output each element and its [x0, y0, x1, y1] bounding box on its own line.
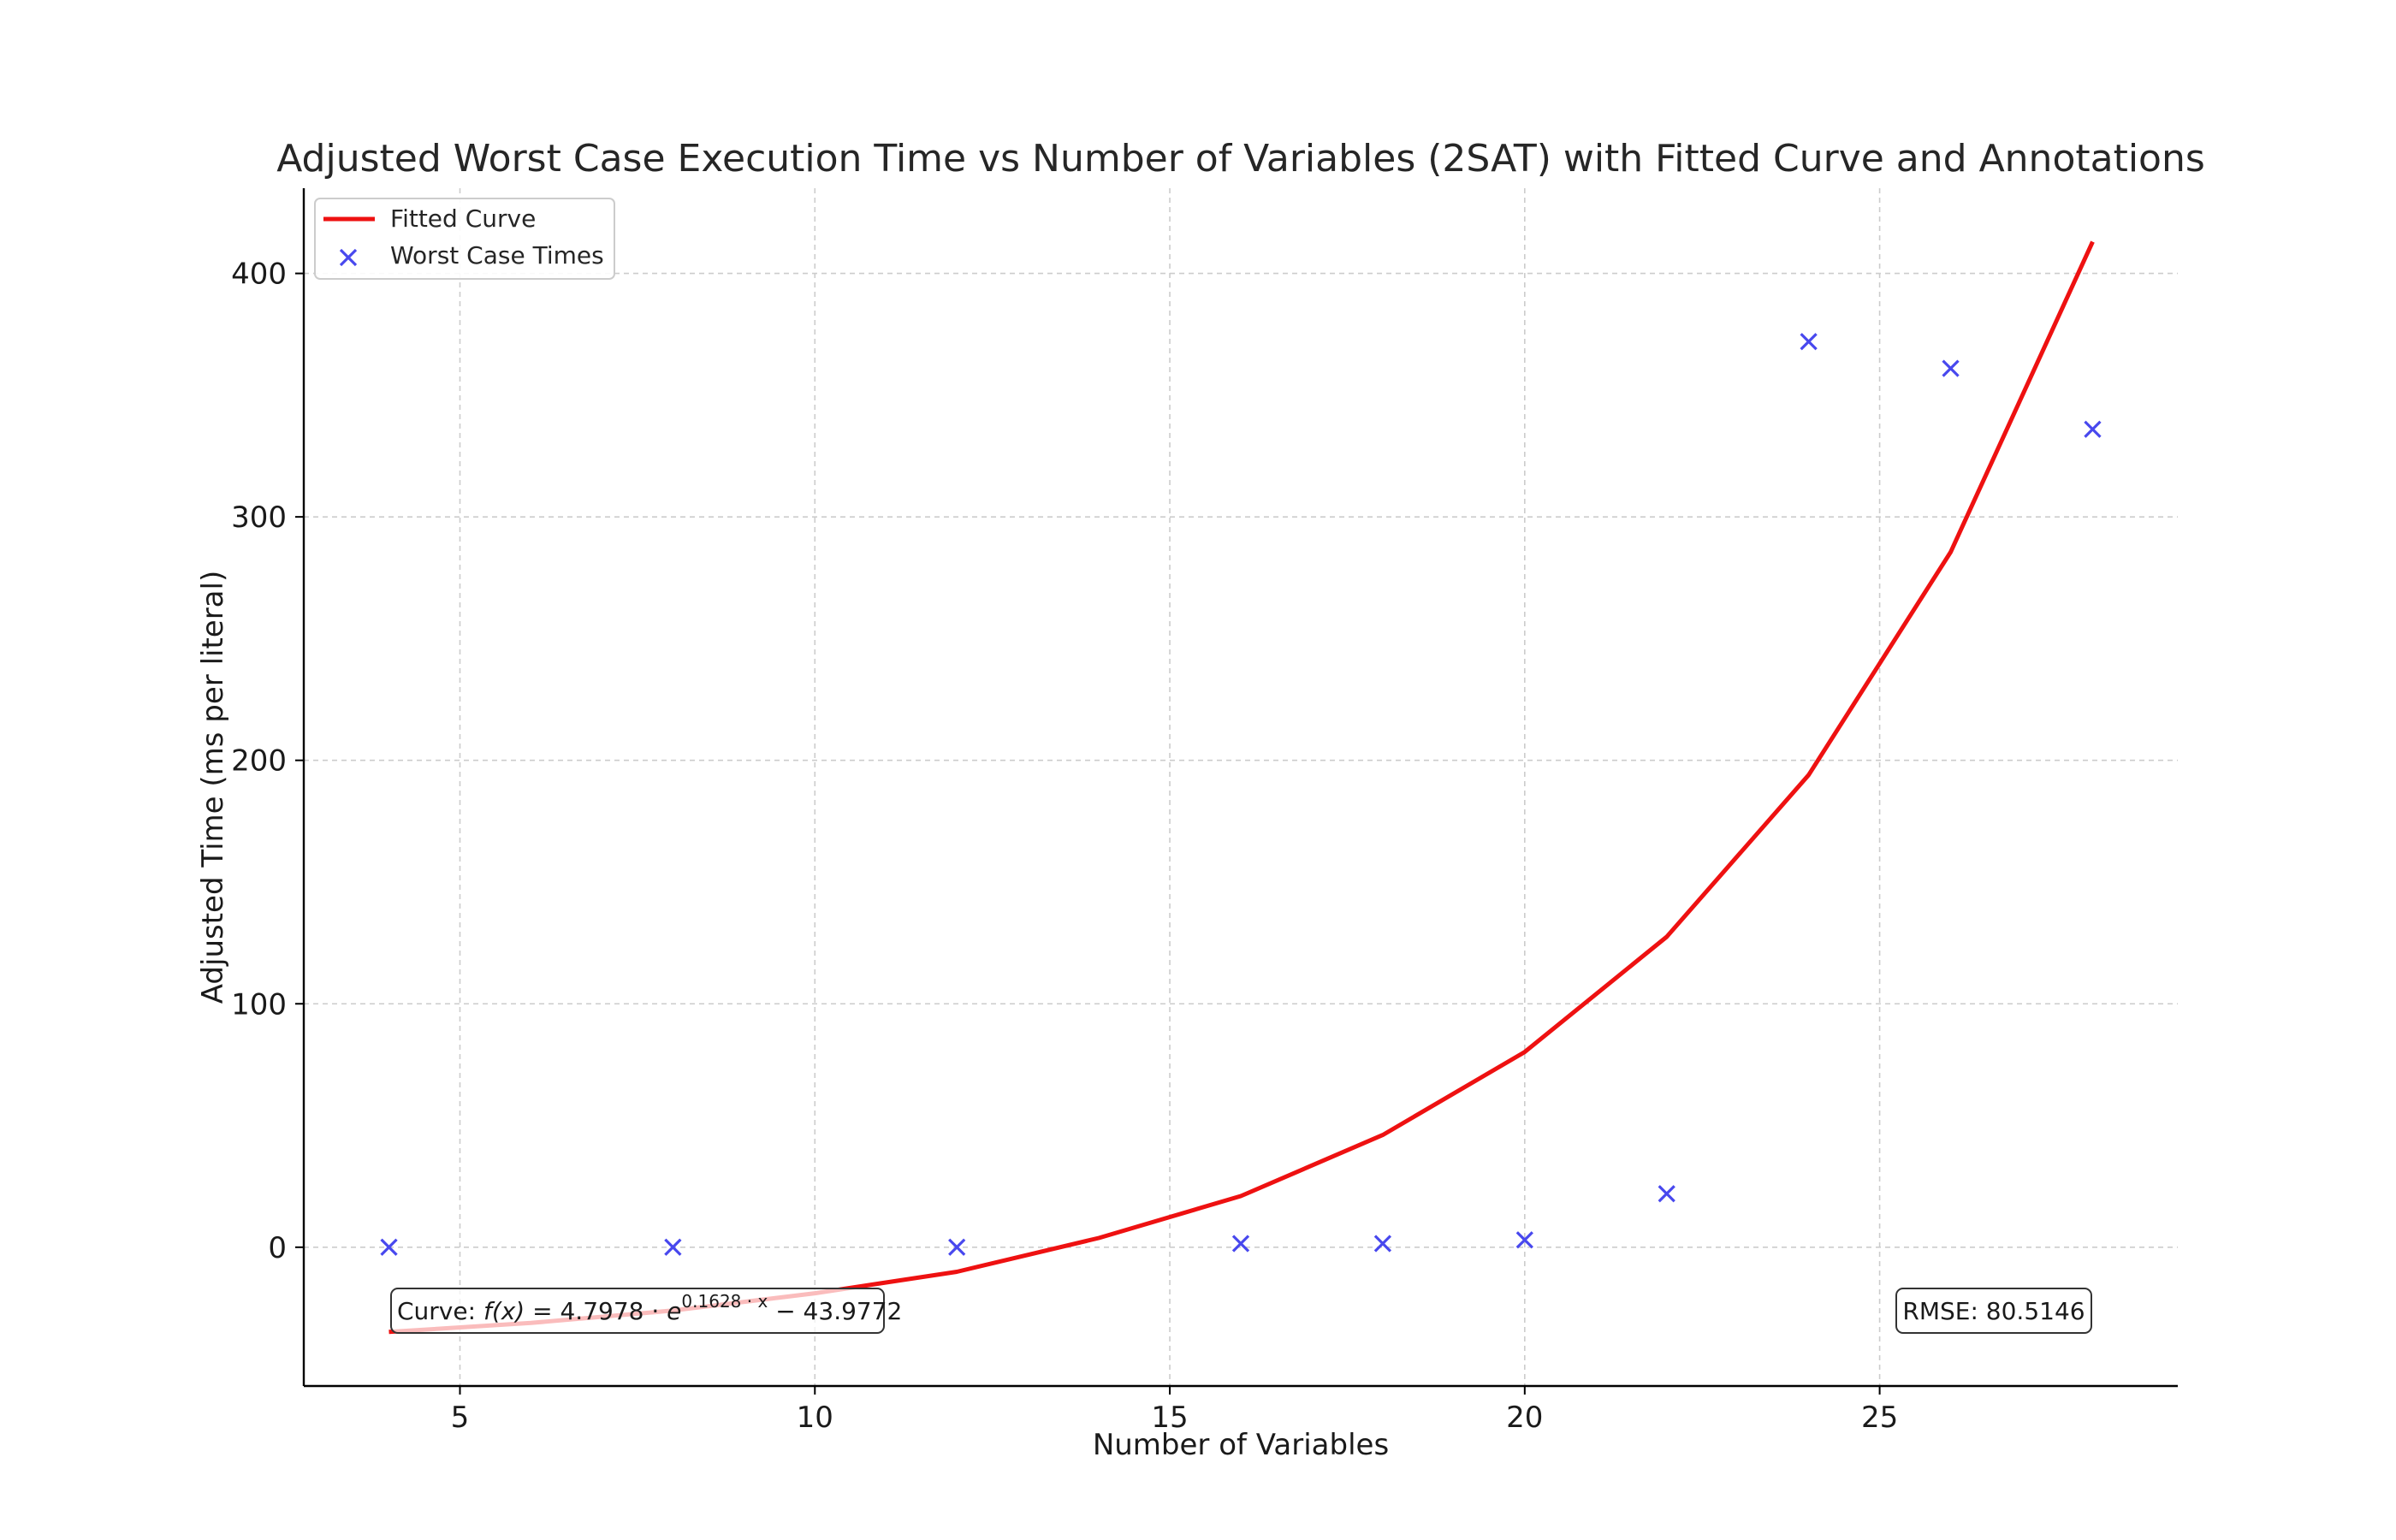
worst-case-point [664, 1238, 682, 1256]
curve-fx-arg: (x) [492, 1297, 525, 1325]
curve-equation-text: Curve: f(x) = 4.7978 · e0.1628 · x − 43.… [397, 1291, 902, 1325]
x-tick-label: 15 [1151, 1401, 1188, 1435]
curve-exponent: 0.1628 · x [681, 1291, 768, 1312]
x-tick-label: 5 [451, 1401, 470, 1435]
worst-case-point [2084, 420, 2102, 438]
worst-case-point [948, 1238, 966, 1256]
worst-case-point [1515, 1231, 1533, 1249]
curve-tail: − 43.9772 [768, 1297, 902, 1325]
curve-annotation-box [390, 1288, 885, 1334]
y-tick-label: 400 [231, 258, 287, 292]
y-tick-label: 100 [231, 987, 287, 1022]
legend-box [314, 198, 615, 280]
x-axis-label: Number of Variables [1093, 1428, 1389, 1462]
legend-label-fitted: Fitted Curve [390, 204, 536, 233]
worst-case-point [1231, 1235, 1250, 1253]
legend-x-marker [339, 248, 358, 267]
fitted-curve-line [388, 240, 2095, 1335]
series-layer [380, 240, 2102, 1335]
curve-eq: = 4.7978 · [525, 1297, 667, 1325]
legend-label-worst: Worst Case Times [390, 241, 604, 270]
rmse-text: RMSE: 80.5146 [1902, 1297, 2085, 1325]
x-tick-label: 20 [1506, 1401, 1543, 1435]
tick-layer: 5 10 15 20 25 0 100 200 300 400 [231, 258, 1898, 1435]
grid-layer [304, 188, 2178, 1386]
rmse-annotation-box [1895, 1288, 2092, 1334]
curve-equation-annotation: Curve: f(x) = 4.7978 · e0.1628 · x − 43.… [390, 1288, 902, 1334]
chart-title: Adjusted Worst Case Execution Time vs Nu… [276, 137, 2205, 181]
worst-case-point [1942, 359, 1960, 377]
y-axis-label: Adjusted Time (ms per literal) [196, 571, 230, 1004]
worst-case-point [1800, 333, 1818, 351]
legend: Fitted Curve Worst Case Times [314, 198, 615, 280]
y-tick-label: 0 [268, 1231, 287, 1265]
worst-case-point [380, 1238, 398, 1256]
rmse-annotation: RMSE: 80.5146 [1895, 1288, 2092, 1334]
curve-prefix: Curve: [397, 1297, 483, 1325]
y-tick-label: 200 [231, 744, 287, 779]
x-tick-label: 25 [1861, 1401, 1898, 1435]
curve-e: e [667, 1297, 681, 1325]
x-tick-label: 10 [797, 1401, 833, 1435]
worst-case-point [1658, 1185, 1675, 1203]
worst-case-point [1373, 1235, 1392, 1253]
y-tick-label: 300 [231, 500, 287, 535]
